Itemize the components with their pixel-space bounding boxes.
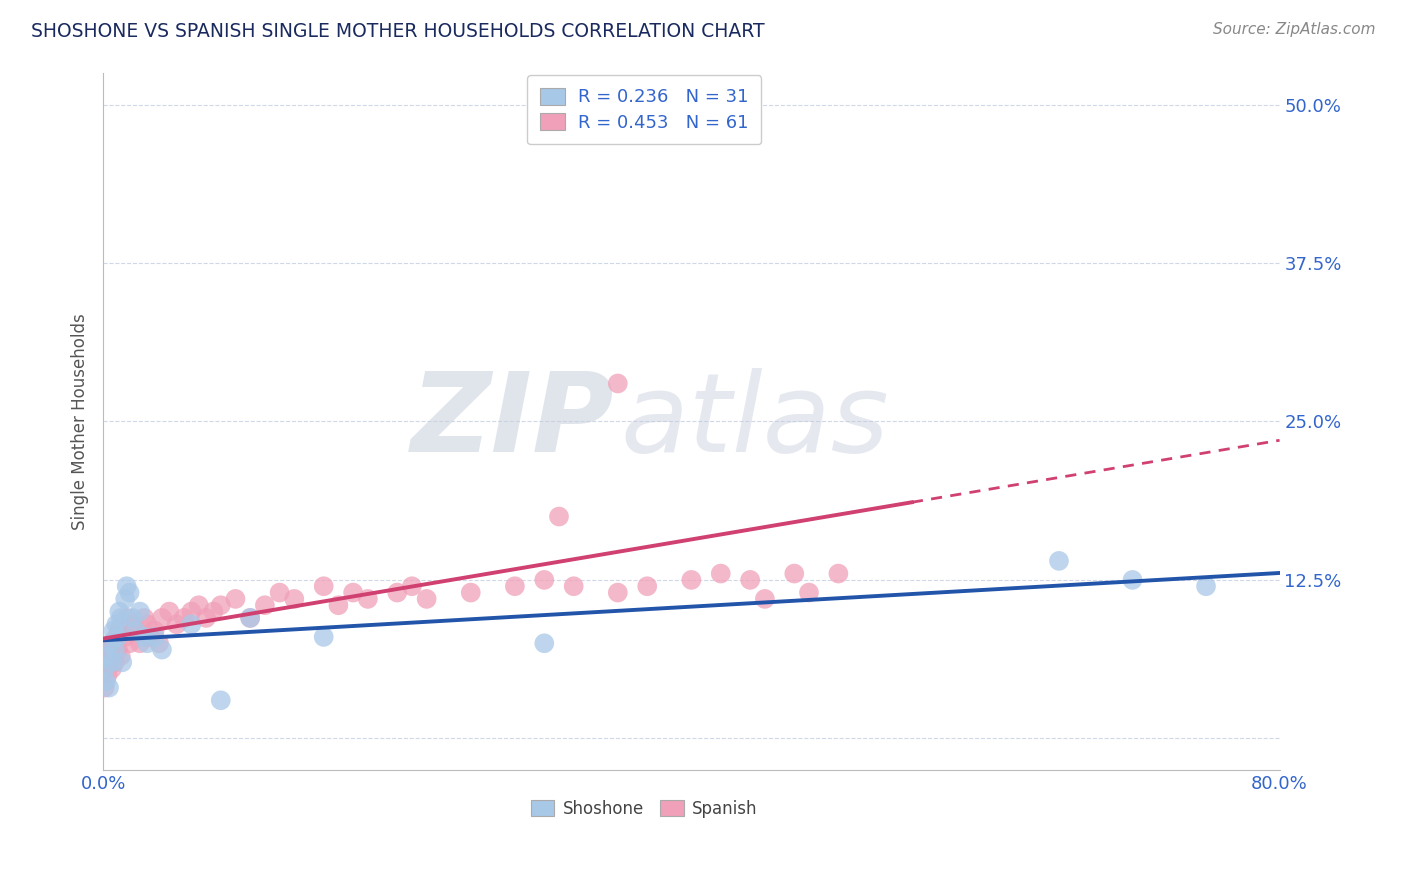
Point: [312, 579, 335, 593]
Point: [143, 624, 166, 638]
Point: [180, 617, 202, 632]
Point: [118, 636, 141, 650]
Point: [1121, 573, 1143, 587]
Point: [115, 579, 138, 593]
Point: [103, 624, 125, 638]
Point: [107, 630, 129, 644]
Point: [104, 642, 127, 657]
Text: atlas: atlas: [621, 368, 890, 475]
Point: [754, 591, 776, 606]
Point: [195, 611, 218, 625]
Point: [100, 636, 122, 650]
Point: [681, 573, 703, 587]
Point: [209, 599, 232, 613]
Point: [108, 605, 131, 619]
Point: [387, 585, 409, 599]
Point: [96, 668, 118, 682]
Point: [93, 662, 115, 676]
Point: [121, 611, 143, 625]
Point: [134, 611, 156, 625]
Point: [187, 599, 209, 613]
Point: [115, 611, 138, 625]
Point: [101, 655, 124, 669]
Point: [533, 573, 555, 587]
Point: [342, 585, 364, 599]
Point: [503, 579, 526, 593]
Point: [797, 585, 820, 599]
Point: [283, 591, 305, 606]
Point: [460, 585, 482, 599]
Point: [105, 630, 128, 644]
Point: [636, 579, 658, 593]
Point: [357, 591, 380, 606]
Point: [150, 642, 173, 657]
Point: [136, 636, 159, 650]
Point: [740, 573, 762, 587]
Point: [124, 624, 146, 638]
Point: [533, 636, 555, 650]
Point: [1047, 554, 1070, 568]
Point: [562, 579, 585, 593]
Point: [328, 599, 350, 613]
Point: [166, 617, 188, 632]
Point: [1195, 579, 1218, 593]
Point: [239, 611, 262, 625]
Point: [114, 630, 136, 644]
Point: [173, 611, 195, 625]
Point: [209, 693, 232, 707]
Point: [94, 674, 117, 689]
Point: [104, 655, 127, 669]
Point: [107, 642, 129, 657]
Point: [128, 636, 150, 650]
Point: [108, 624, 131, 638]
Point: [124, 624, 146, 638]
Text: SHOSHONE VS SPANISH SINGLE MOTHER HOUSEHOLDS CORRELATION CHART: SHOSHONE VS SPANISH SINGLE MOTHER HOUSEH…: [31, 22, 765, 41]
Point: [606, 376, 628, 391]
Point: [105, 617, 128, 632]
Point: [128, 605, 150, 619]
Point: [710, 566, 733, 581]
Point: [401, 579, 423, 593]
Point: [118, 585, 141, 599]
Point: [148, 636, 170, 650]
Point: [114, 591, 136, 606]
Point: [103, 636, 125, 650]
Point: [98, 681, 121, 695]
Point: [606, 123, 628, 137]
Point: [606, 585, 628, 599]
Point: [100, 642, 122, 657]
Point: [269, 585, 291, 599]
Legend: Shoshone, Spanish: Shoshone, Spanish: [524, 793, 765, 824]
Point: [827, 566, 849, 581]
Point: [150, 611, 173, 625]
Y-axis label: Single Mother Households: Single Mother Households: [72, 313, 89, 530]
Point: [139, 630, 162, 644]
Point: [96, 648, 118, 663]
Text: Source: ZipAtlas.com: Source: ZipAtlas.com: [1212, 22, 1375, 37]
Point: [180, 605, 202, 619]
Point: [110, 648, 132, 663]
Point: [98, 648, 121, 663]
Point: [253, 599, 276, 613]
Point: [143, 630, 166, 644]
Point: [239, 611, 262, 625]
Point: [111, 617, 134, 632]
Point: [111, 655, 134, 669]
Point: [121, 617, 143, 632]
Point: [157, 605, 180, 619]
Point: [134, 630, 156, 644]
Point: [136, 617, 159, 632]
Point: [415, 591, 437, 606]
Point: [94, 655, 117, 669]
Text: ZIP: ZIP: [412, 368, 614, 475]
Point: [202, 605, 225, 619]
Point: [783, 566, 806, 581]
Point: [101, 662, 124, 676]
Point: [93, 681, 115, 695]
Point: [312, 630, 335, 644]
Point: [224, 591, 246, 606]
Point: [110, 611, 132, 625]
Point: [548, 509, 571, 524]
